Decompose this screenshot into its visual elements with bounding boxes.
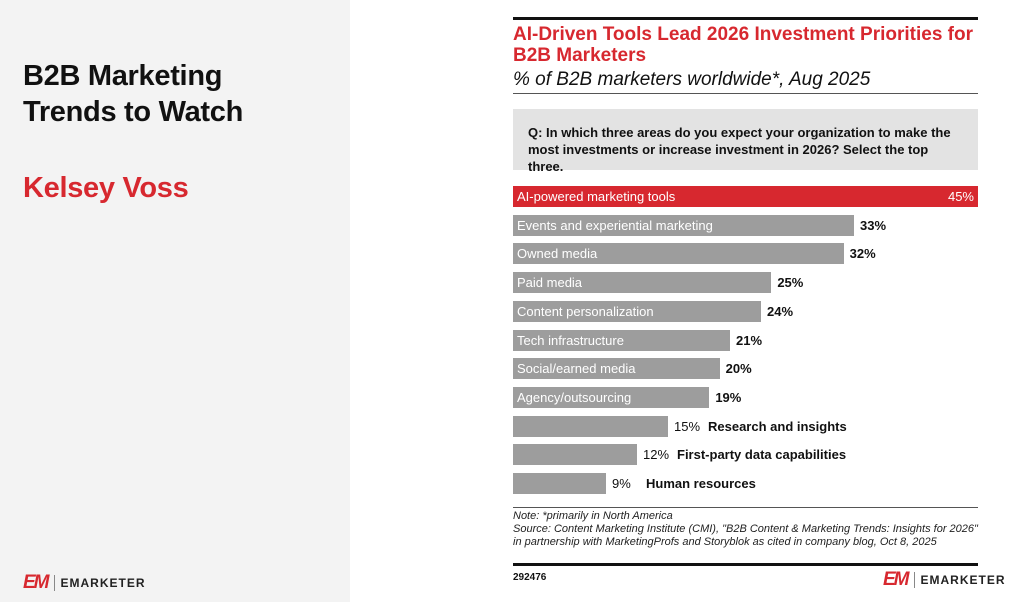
note-rule [513, 507, 978, 508]
slide-title: B2B Marketing Trends to Watch [23, 58, 243, 130]
chart-id: 292476 [513, 572, 547, 583]
bar [513, 300, 761, 322]
bar [513, 186, 978, 207]
bar-value-label: 9% [612, 476, 631, 491]
chart-notes: Note: *primarily in North America Source… [513, 510, 983, 549]
survey-question: Q: In which three areas do you expect yo… [513, 109, 978, 174]
bar-category-label: Paid media [517, 275, 583, 291]
author-name: Kelsey Voss [23, 172, 189, 204]
bar [513, 272, 772, 294]
bar-category-label: First-party data capabilities [677, 447, 847, 463]
bar-category-label: Agency/outsourcing [517, 389, 632, 405]
logo-divider [913, 572, 915, 588]
chart-source: Source: Content Marketing Institute (CMI… [513, 523, 978, 548]
bar-value-label: 45% [947, 189, 974, 204]
bar [513, 214, 854, 236]
bar-value-label: 32% [849, 246, 876, 262]
bar [513, 473, 606, 494]
subtitle-rule [513, 93, 978, 94]
logo-mark: EM [23, 572, 49, 593]
logo-word: EMARKETER [60, 576, 146, 590]
bar-value-label: 24% [767, 303, 794, 319]
bar-category-label: AI-powered marketing tools [517, 189, 676, 204]
logo-divider [53, 575, 55, 591]
bar-category-label: Social/earned media [517, 361, 636, 377]
logo-word: EMARKETER [920, 573, 1006, 587]
slide-title-line1: B2B Marketing [23, 60, 223, 92]
bar-category-label: Human resources [646, 476, 756, 491]
chart-note: Note: *primarily in North America [513, 510, 673, 522]
bar-value-label: 15% [674, 418, 701, 434]
bar-value-label: 21% [736, 332, 763, 348]
bar-value-label: 25% [777, 275, 804, 291]
logo-mark: EM [883, 569, 909, 590]
bar [513, 358, 720, 380]
chart-subtitle: % of B2B marketers worldwide*, Aug 2025 [513, 69, 871, 90]
bar [513, 243, 844, 265]
bar-category-label: Research and insights [708, 418, 847, 434]
left-panel: B2B Marketing Trends to Watch Kelsey Vos… [0, 0, 350, 602]
bar-category-label: Tech infrastructure [517, 332, 624, 348]
bar-category-label: Events and experiential marketing [517, 217, 713, 233]
emarketer-logo-chart: EM EMARKETER [883, 569, 1006, 591]
bar [513, 329, 730, 351]
chart-top-rule [513, 17, 978, 20]
bar [513, 386, 710, 408]
bar [513, 415, 668, 437]
chart-bottom-rule [513, 563, 978, 566]
bar-value-label: 33% [860, 217, 887, 233]
chart-title: AI-Driven Tools Lead 2026 Investment Pri… [513, 24, 973, 66]
slide-title-line2: Trends to Watch [23, 96, 243, 128]
bar-category-label: Content personalization [517, 303, 654, 319]
bar-value-label: 12% [643, 447, 670, 463]
bar-value-label: 19% [715, 389, 742, 405]
emarketer-logo: EM EMARKETER [23, 572, 146, 594]
bar-category-label: Owned media [517, 246, 598, 262]
bar-value-label: 20% [725, 361, 752, 377]
bar [513, 444, 637, 466]
